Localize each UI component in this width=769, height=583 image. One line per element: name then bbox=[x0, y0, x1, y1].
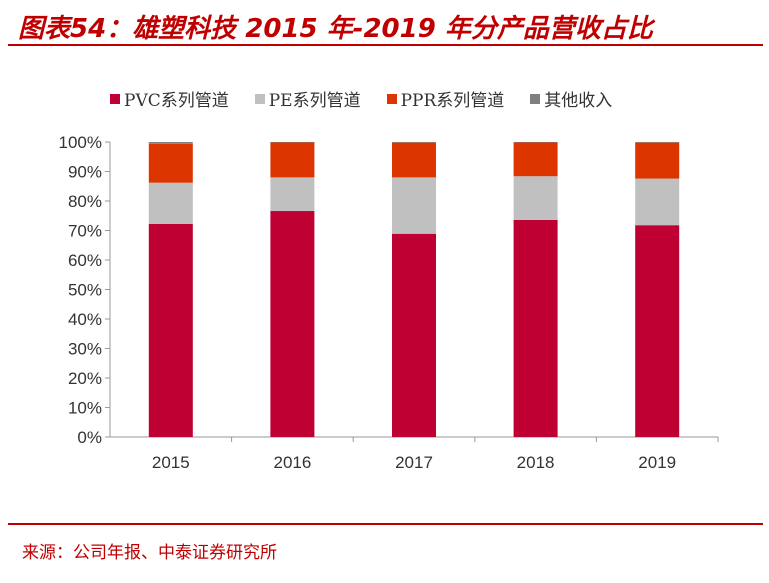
bar-segment bbox=[392, 142, 436, 178]
x-tick-label: 2016 bbox=[273, 453, 311, 472]
bar-segment bbox=[635, 142, 680, 143]
y-tick-label: 90% bbox=[68, 163, 102, 182]
legend-swatch bbox=[386, 93, 397, 104]
bar-segment bbox=[635, 178, 680, 226]
bar-segment bbox=[513, 142, 558, 143]
bar-segment bbox=[270, 211, 315, 437]
y-tick-label: 100% bbox=[59, 133, 102, 152]
x-tick-label: 2018 bbox=[517, 453, 555, 472]
legend-item: 其他收入 bbox=[530, 86, 612, 111]
bar-segment bbox=[513, 142, 558, 177]
bar-segment bbox=[270, 142, 315, 178]
bar-segment bbox=[270, 142, 315, 143]
x-tick-label: 2019 bbox=[638, 453, 676, 472]
footer-divider bbox=[8, 523, 763, 525]
y-tick-label: 50% bbox=[68, 281, 102, 300]
bar-segment bbox=[513, 219, 558, 437]
y-tick-label: 70% bbox=[68, 222, 102, 241]
y-tick-label: 10% bbox=[68, 399, 102, 418]
bar-segment bbox=[148, 224, 193, 437]
legend-label: PPR系列管道 bbox=[400, 91, 505, 111]
title-divider bbox=[8, 44, 763, 46]
legend-label: 其他收入 bbox=[544, 91, 613, 111]
bar-segment bbox=[148, 142, 193, 144]
bar-segment bbox=[148, 182, 193, 225]
bar-segment bbox=[635, 225, 680, 437]
chart-title: 图表54：雄塑科技 2015 年-2019 年分产品营收占比 bbox=[18, 14, 653, 44]
y-tick-label: 60% bbox=[68, 251, 102, 270]
legend-item: PVC系列管道 bbox=[110, 86, 229, 111]
legend-swatch bbox=[254, 93, 265, 104]
legend-item: PPR系列管道 bbox=[386, 86, 505, 111]
y-tick-label: 0% bbox=[77, 428, 102, 447]
bar-segment bbox=[392, 177, 436, 234]
y-tick-label: 80% bbox=[68, 192, 102, 211]
legend: PVC系列管道 PE系列管道 PPR系列管道 其他收入 bbox=[110, 86, 612, 111]
bar-segment bbox=[392, 142, 436, 143]
legend-label: PVC系列管道 bbox=[124, 91, 229, 111]
bar-segment bbox=[513, 176, 558, 220]
x-tick-label: 2017 bbox=[395, 453, 433, 472]
bar-segment bbox=[148, 143, 193, 183]
legend-swatch bbox=[110, 93, 120, 104]
bar-segment bbox=[270, 177, 315, 212]
y-tick-label: 40% bbox=[68, 310, 102, 329]
y-tick-label: 20% bbox=[68, 369, 102, 388]
x-tick-label: 2015 bbox=[152, 453, 190, 472]
legend-swatch bbox=[530, 93, 541, 104]
source-note: 来源：公司年报、中泰证券研究所 bbox=[22, 543, 277, 563]
bar-segment bbox=[635, 142, 680, 179]
y-tick-label: 30% bbox=[68, 340, 102, 359]
bar-segment bbox=[392, 233, 436, 437]
legend-item: PE系列管道 bbox=[254, 86, 361, 111]
legend-label: PE系列管道 bbox=[268, 91, 361, 111]
